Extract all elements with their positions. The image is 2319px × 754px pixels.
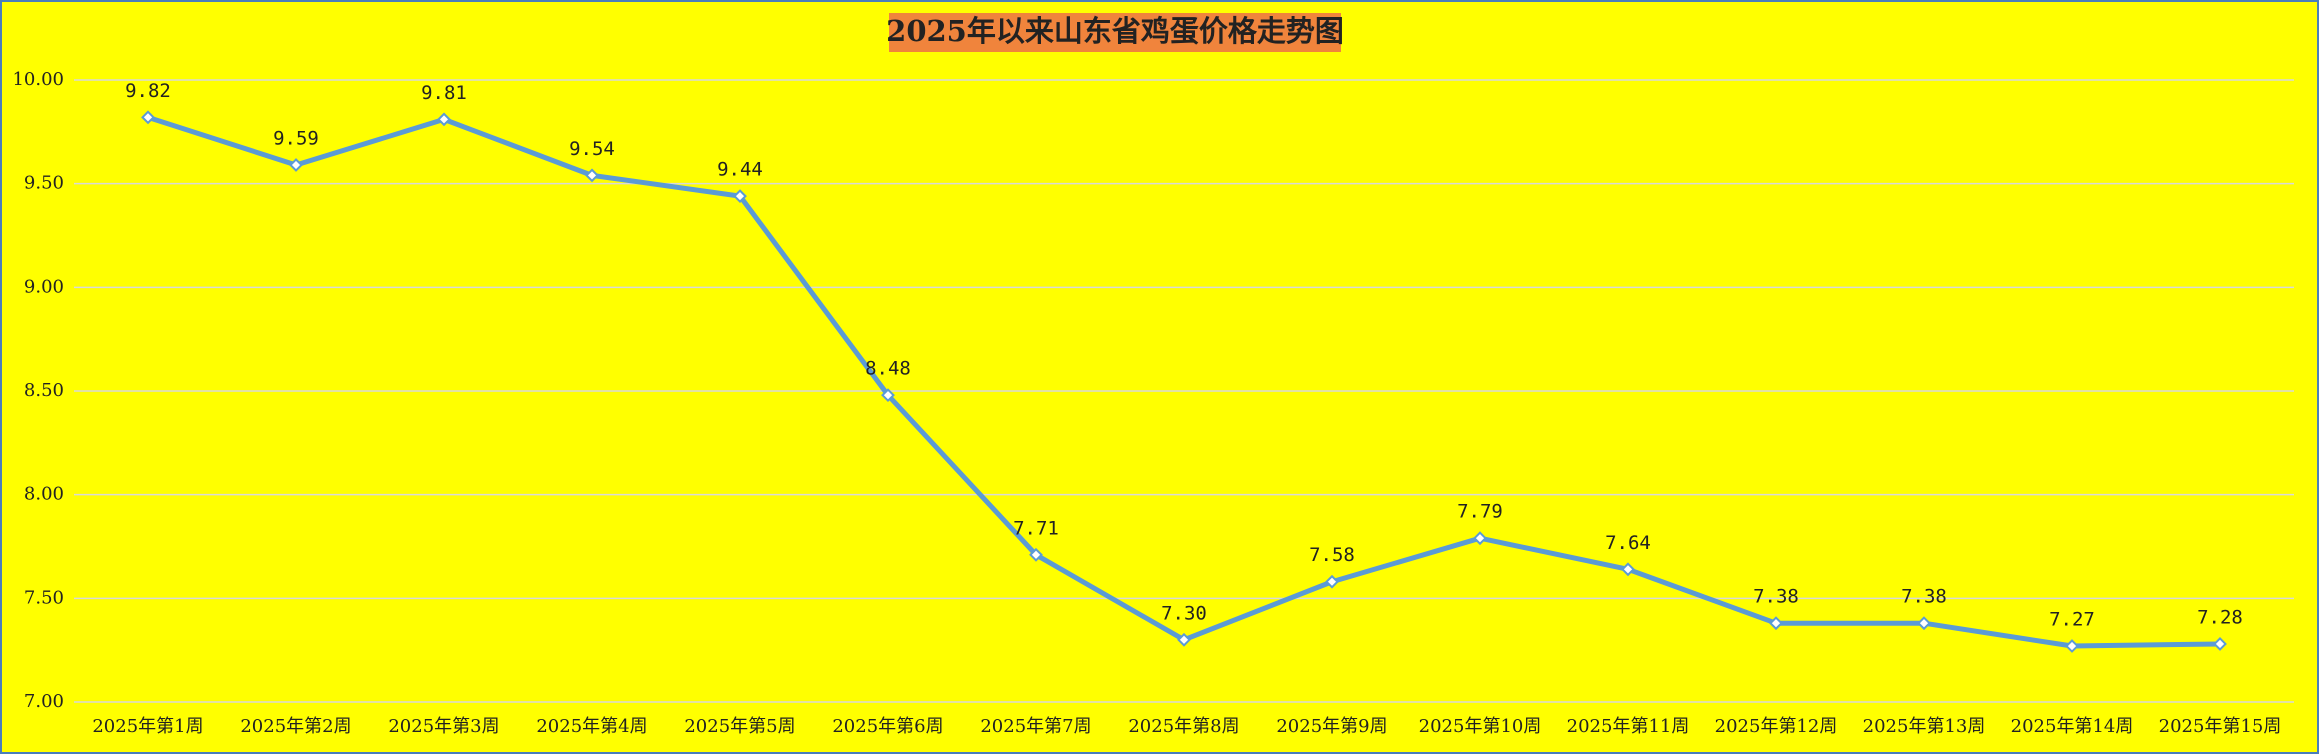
- data-label: 9.82: [125, 80, 171, 102]
- data-label: 7.71: [1013, 517, 1059, 539]
- data-point: [289, 158, 303, 172]
- data-point: [1177, 632, 1191, 647]
- x-tick-label: 2025年第1周: [92, 716, 203, 737]
- x-tick-label: 2025年第12周: [1715, 716, 1838, 737]
- y-tick-label: 8.00: [24, 484, 64, 505]
- x-tick-label: 2025年第13周: [1863, 716, 1986, 737]
- data-label: 9.54: [569, 138, 615, 160]
- data-point: [881, 388, 895, 403]
- y-tick-label: 10.00: [12, 69, 64, 90]
- data-point: [437, 112, 451, 127]
- data-label: 7.38: [1753, 586, 1799, 608]
- x-tick-label: 2025年第5周: [684, 716, 795, 737]
- x-tick-label: 2025年第10周: [1419, 716, 1542, 737]
- y-tick-label: 9.50: [24, 173, 64, 194]
- data-point: [1621, 562, 1635, 577]
- x-tick-label: 2025年第4周: [536, 716, 647, 737]
- data-label: 9.81: [421, 82, 467, 104]
- data-label: 7.79: [1457, 501, 1503, 523]
- y-tick-label: 8.50: [24, 380, 64, 401]
- data-point: [2065, 639, 2079, 653]
- data-point: [1029, 547, 1043, 562]
- data-label: 7.27: [2049, 609, 2095, 631]
- y-tick-label: 7.50: [24, 587, 64, 608]
- title-box: [889, 13, 1341, 52]
- data-point: [2213, 637, 2227, 651]
- x-tick-label: 2025年第7周: [980, 716, 1091, 737]
- data-point: [733, 189, 747, 204]
- y-tick-label: 9.00: [24, 276, 64, 297]
- data-point: [1325, 574, 1339, 589]
- data-label: 7.58: [1309, 544, 1355, 566]
- data-point: [1473, 531, 1487, 546]
- x-tick-label: 2025年第3周: [388, 716, 499, 737]
- data-point: [585, 168, 599, 183]
- x-tick-label: 2025年第9周: [1276, 716, 1387, 737]
- data-label: 7.64: [1605, 532, 1651, 554]
- y-tick-label: 7.00: [24, 691, 64, 712]
- x-tick-label: 2025年第15周: [2159, 716, 2282, 737]
- data-label: 7.38: [1901, 586, 1947, 608]
- x-tick-label: 2025年第14周: [2011, 716, 2134, 737]
- data-point: [1917, 616, 1931, 631]
- data-label: 9.59: [273, 128, 319, 150]
- chart-title: 2025年以来山东省鸡蛋价格走势图: [886, 14, 1344, 48]
- data-point: [1769, 616, 1783, 631]
- data-point: [141, 110, 155, 125]
- x-tick-label: 2025年第8周: [1128, 716, 1239, 737]
- x-tick-label: 2025年第11周: [1567, 716, 1690, 737]
- data-label: 9.44: [717, 159, 763, 181]
- data-label: 8.48: [865, 358, 911, 380]
- data-label: 7.28: [2197, 606, 2243, 628]
- x-tick-label: 2025年第2周: [240, 716, 351, 737]
- data-label: 7.30: [1161, 602, 1207, 624]
- x-tick-label: 2025年第6周: [832, 716, 943, 737]
